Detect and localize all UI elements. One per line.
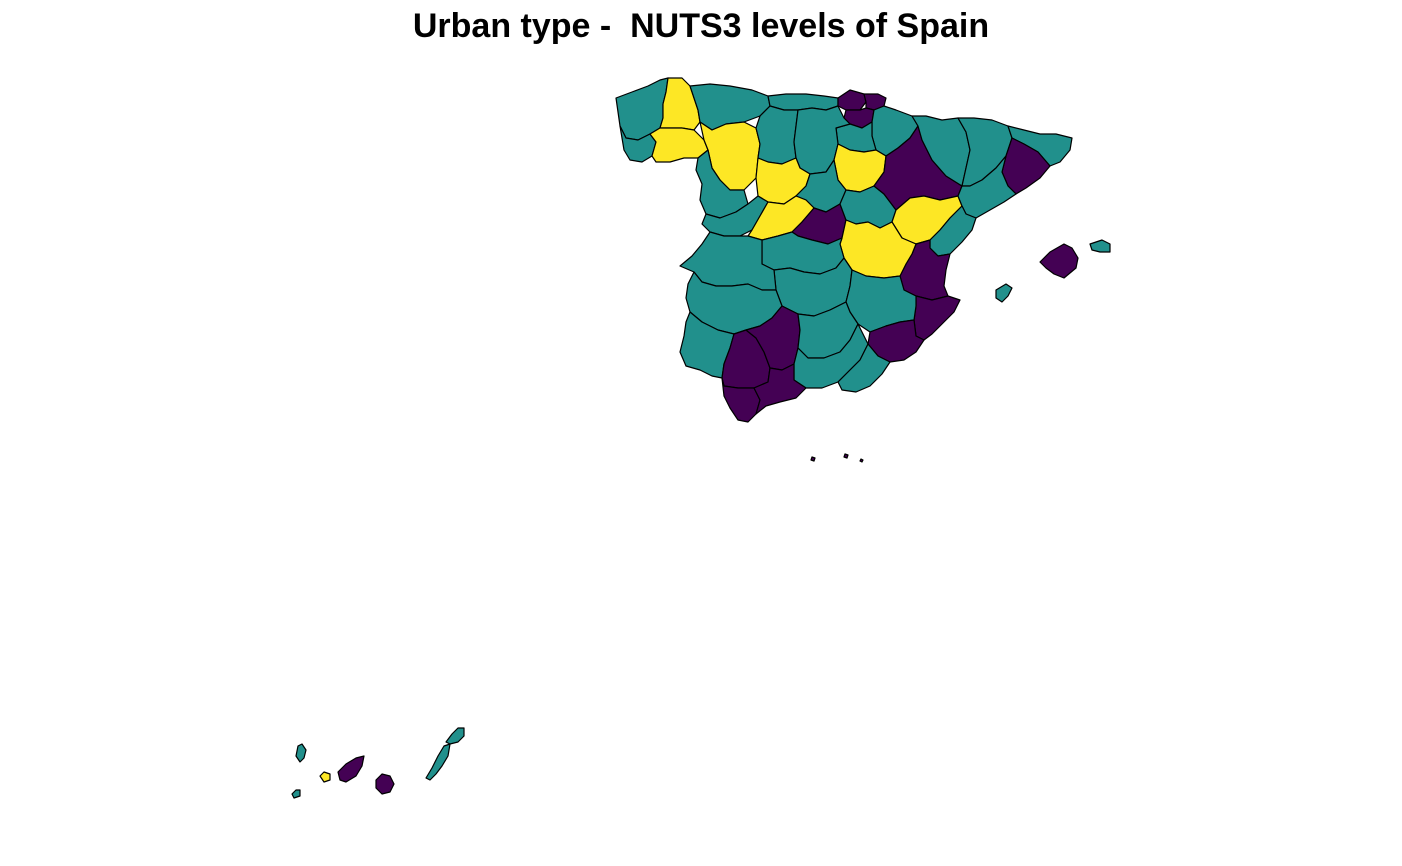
region-gran-canaria[interactable] [375,773,395,795]
region-fuerteventura[interactable] [425,743,451,781]
region-islet [859,458,864,463]
region-mallorca[interactable] [1039,243,1079,279]
region-la-gomera[interactable] [319,771,331,783]
region-palencia[interactable] [755,105,799,165]
region-tenerife[interactable] [337,755,365,783]
region-almeria[interactable] [837,343,891,393]
region-melilla [843,453,849,459]
region-huelva[interactable] [679,311,735,379]
region-asturias[interactable] [689,83,771,131]
region-la-palma[interactable] [295,743,307,763]
region-eivissa-formentera[interactable] [995,283,1013,303]
region-alicante[interactable] [913,295,961,341]
region-malaga[interactable] [753,363,807,415]
region-lanzarote[interactable] [445,727,465,745]
region-el-hierro[interactable] [291,789,301,799]
region-ceuta [810,456,816,462]
map-title: Urban type - NUTS3 levels of Spain [412,7,990,45]
region-bizkaia[interactable] [837,89,867,111]
region-cantabria[interactable] [767,93,839,111]
region-menorca[interactable] [1089,239,1111,253]
